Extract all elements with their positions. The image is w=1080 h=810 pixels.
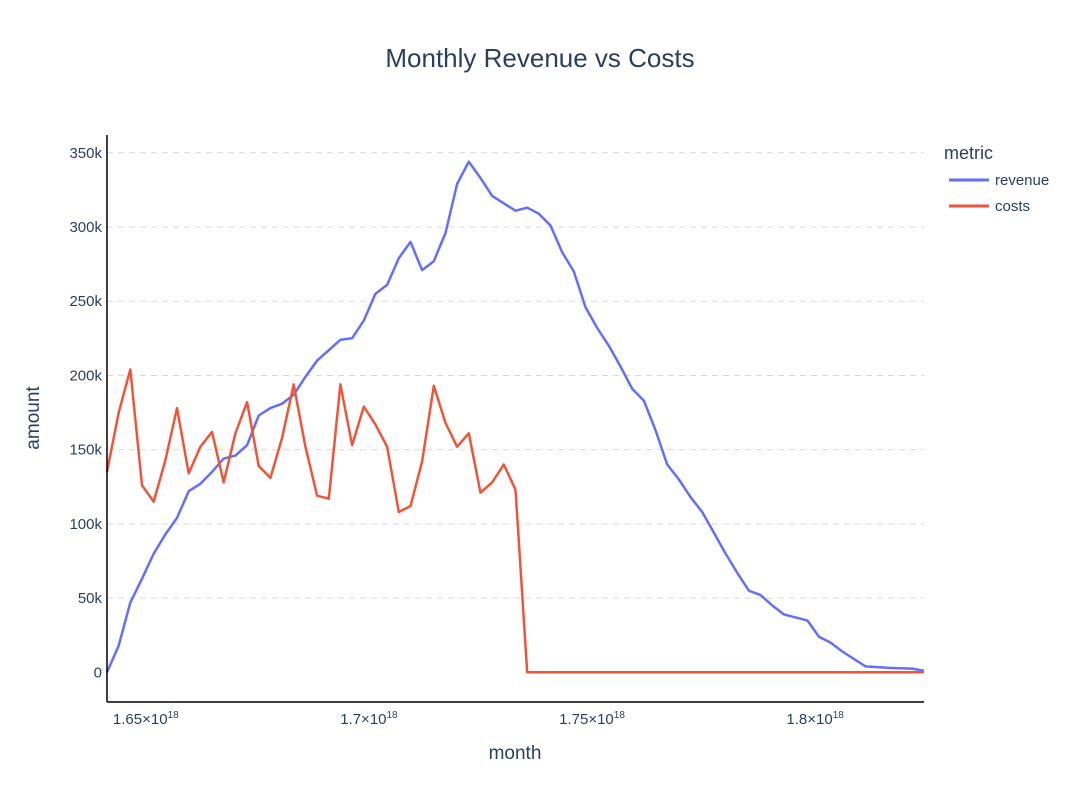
y-tick-label: 250k <box>69 293 102 310</box>
series-line-revenue <box>105 160 925 673</box>
y-tick-label: 300k <box>69 219 102 236</box>
y-axis-title: amount <box>23 386 44 450</box>
legend-item-revenue[interactable]: revenue <box>949 172 1049 189</box>
x-axis-title: month <box>489 743 542 764</box>
chart-title: Monthly Revenue vs Costs <box>385 43 694 73</box>
x-tick-label: 1.75×1018 <box>559 710 625 728</box>
legend-label-costs: costs <box>995 198 1030 215</box>
x-tick-label: 1.7×1018 <box>340 710 398 728</box>
y-tick-label: 350k <box>69 145 102 162</box>
x-axis-ticks: 1.65×1018 1.7×1018 1.75×1018 1.8×1018 <box>113 710 844 728</box>
y-tick-label: 100k <box>69 516 102 533</box>
x-tick-label: 1.8×1018 <box>786 710 844 728</box>
x-tick-label: 1.65×1018 <box>113 710 179 728</box>
legend: metric revenue costs <box>944 143 1049 215</box>
y-tick-label: 200k <box>69 367 102 384</box>
legend-title: metric <box>944 143 993 163</box>
y-tick-label: 50k <box>78 590 103 607</box>
y-tick-label: 150k <box>69 442 102 459</box>
legend-label-revenue: revenue <box>995 172 1049 189</box>
y-axis-ticks: 0 50k 100k 150k 200k 250k 300k 350k <box>69 145 102 682</box>
series-layer <box>105 160 925 674</box>
y-tick-label: 0 <box>94 664 102 681</box>
legend-item-costs[interactable]: costs <box>949 198 1030 215</box>
grid <box>107 152 924 599</box>
series-line-costs <box>105 368 924 674</box>
